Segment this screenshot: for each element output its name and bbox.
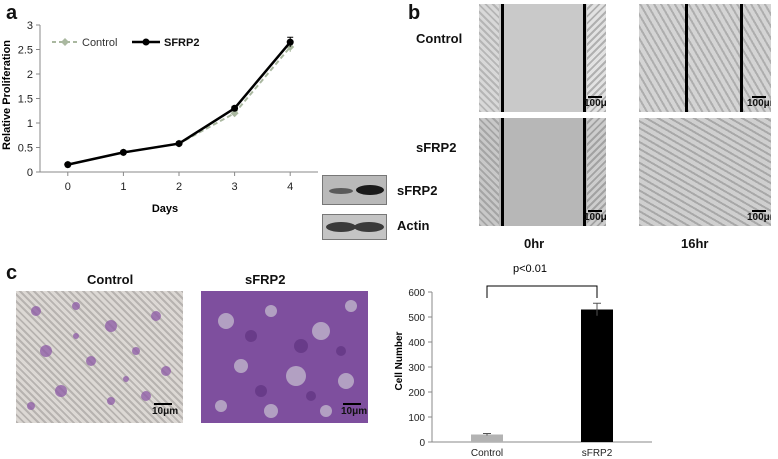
- western-blot-actin: [322, 214, 387, 240]
- western-blot-sfrp2: [322, 175, 387, 205]
- scale-label: 10μm: [341, 406, 368, 417]
- y-tick-label: 500: [408, 313, 425, 324]
- panel-b-letter: b: [408, 2, 421, 24]
- y-tick-label: 1.5: [18, 94, 33, 106]
- y-tick-label: 2: [27, 69, 33, 81]
- wound-col-label-0hr: 0hr: [524, 236, 545, 251]
- data-point: [64, 161, 72, 169]
- scale-label: 100μm: [584, 212, 606, 223]
- wound-sfrp2-16hr-image: 100μm: [639, 118, 771, 226]
- y-tick-label: 3: [27, 20, 33, 32]
- scale-label: 100μm: [584, 98, 606, 109]
- significance-bracket: [486, 285, 598, 298]
- wound-row-label-control: Control: [416, 31, 463, 46]
- x-tick-label: 0: [65, 181, 71, 193]
- scale-label: 100μm: [747, 212, 771, 223]
- x-tick-label: sFRP2: [582, 448, 613, 458]
- x-tick-label: 4: [287, 181, 293, 193]
- wound-control-16hr-image: 100μm: [639, 4, 771, 112]
- invasion-label-sfrp2: sFRP2: [245, 272, 286, 287]
- western-label-sfrp2: sFRP2: [397, 183, 438, 198]
- proliferation-legend: Control SFRP2: [52, 37, 199, 49]
- panel-c-letter: c: [6, 262, 18, 284]
- x-tick-label: 2: [176, 181, 182, 193]
- data-point: [119, 148, 127, 156]
- y-tick-label: 200: [408, 388, 425, 399]
- western-label-actin: Actin: [397, 218, 430, 233]
- data-point: [175, 140, 183, 148]
- y-tick-label: 0.5: [18, 143, 33, 155]
- legend-control-label: Control: [82, 37, 117, 49]
- x-tick-label: 1: [120, 181, 126, 193]
- y-tick-label: 0: [27, 167, 33, 179]
- proliferation-x-axis-label: Days: [152, 203, 178, 215]
- data-point: [230, 109, 239, 118]
- scale-label: 100μm: [747, 98, 771, 109]
- y-tick-label: 100: [408, 413, 425, 424]
- invasion-label-control: Control: [87, 272, 134, 287]
- invasion-control-image: 10μm: [16, 291, 183, 423]
- significance-label: p<0.01: [513, 263, 547, 275]
- y-tick-label: 400: [408, 338, 425, 349]
- wound-col-label-16hr: 16hr: [681, 236, 709, 251]
- data-point: [231, 104, 239, 112]
- y-tick-label: 0: [419, 438, 425, 449]
- proliferation-y-axis-label: Relative Proliferation: [1, 40, 13, 150]
- y-tick-label: 2.5: [18, 45, 33, 57]
- legend-sfrp2-label: SFRP2: [164, 37, 199, 49]
- y-tick-label: 300: [408, 363, 425, 374]
- proliferation-chart: 0 0.5 1 1.5 2 2.5 3 0 1 2 3 4 Relative Proliferatio…: [1, 20, 318, 215]
- wound-control-0hr-image: 100μm: [479, 4, 606, 112]
- bar-y-axis-label: Cell Number: [394, 331, 405, 390]
- panel-a-letter: a: [6, 2, 18, 24]
- x-tick-label: Control: [471, 448, 503, 458]
- data-point: [286, 38, 294, 46]
- wound-row-label-sfrp2: sFRP2: [416, 140, 457, 155]
- y-tick-label: 600: [408, 288, 425, 299]
- scale-label: 10μm: [152, 406, 179, 417]
- x-tick-label: 3: [232, 181, 238, 193]
- bar-control: [471, 434, 503, 442]
- y-tick-label: 1: [27, 118, 33, 130]
- invasion-sfrp2-image: 10μm: [201, 291, 368, 423]
- invasion-bar-chart: 0 100 200 300 400 500 600 Control sFRP2 Cell Num…: [394, 263, 652, 458]
- wound-sfrp2-0hr-image: 100μm: [479, 118, 606, 226]
- bar-sfrp2: [581, 309, 613, 442]
